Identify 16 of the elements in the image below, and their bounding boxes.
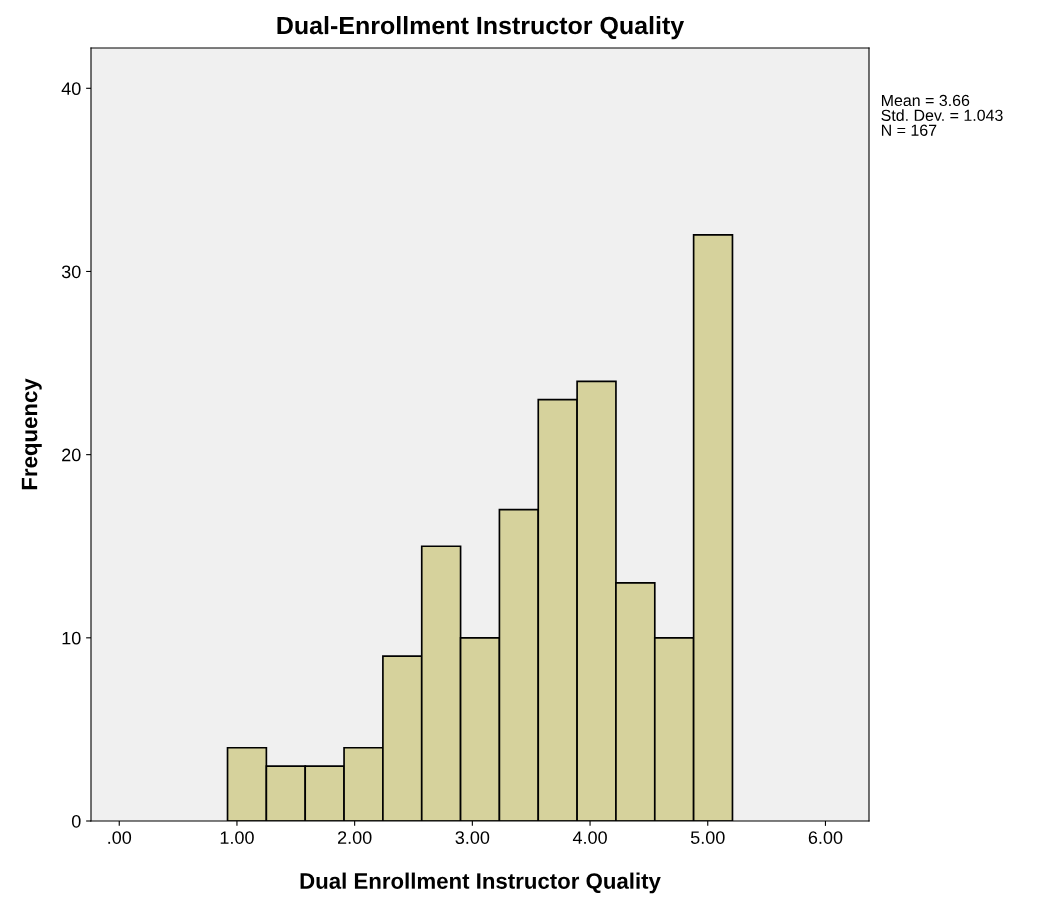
y-tick-label: 20 bbox=[62, 448, 81, 462]
x-tick-label: .00 bbox=[108, 831, 132, 844]
x-tick-label: 2.00 bbox=[337, 831, 372, 844]
x-tick-label: 6.00 bbox=[808, 831, 843, 844]
x-tick-label: 4.00 bbox=[572, 831, 607, 844]
y-tick-label: 40 bbox=[61, 82, 81, 96]
y-tick-label: 30 bbox=[61, 265, 81, 279]
x-tick-label: 1.00 bbox=[220, 831, 254, 844]
chart-title: Dual-Enrollment Instructor Quality bbox=[277, 15, 685, 40]
x-tick-label: 3.00 bbox=[455, 831, 490, 844]
y-axis-title: Frequency bbox=[21, 378, 42, 490]
text: Mean = 3.66 Std. Dev. = 1.043 N = 167 bbox=[881, 94, 1003, 136]
x-axis-title: Dual Enrollment Instructor Quality bbox=[300, 872, 661, 894]
y-tick-label: 10 bbox=[62, 631, 81, 645]
x-tick-label: 5.00 bbox=[690, 831, 725, 844]
y-tick-label: 0 bbox=[71, 814, 81, 828]
